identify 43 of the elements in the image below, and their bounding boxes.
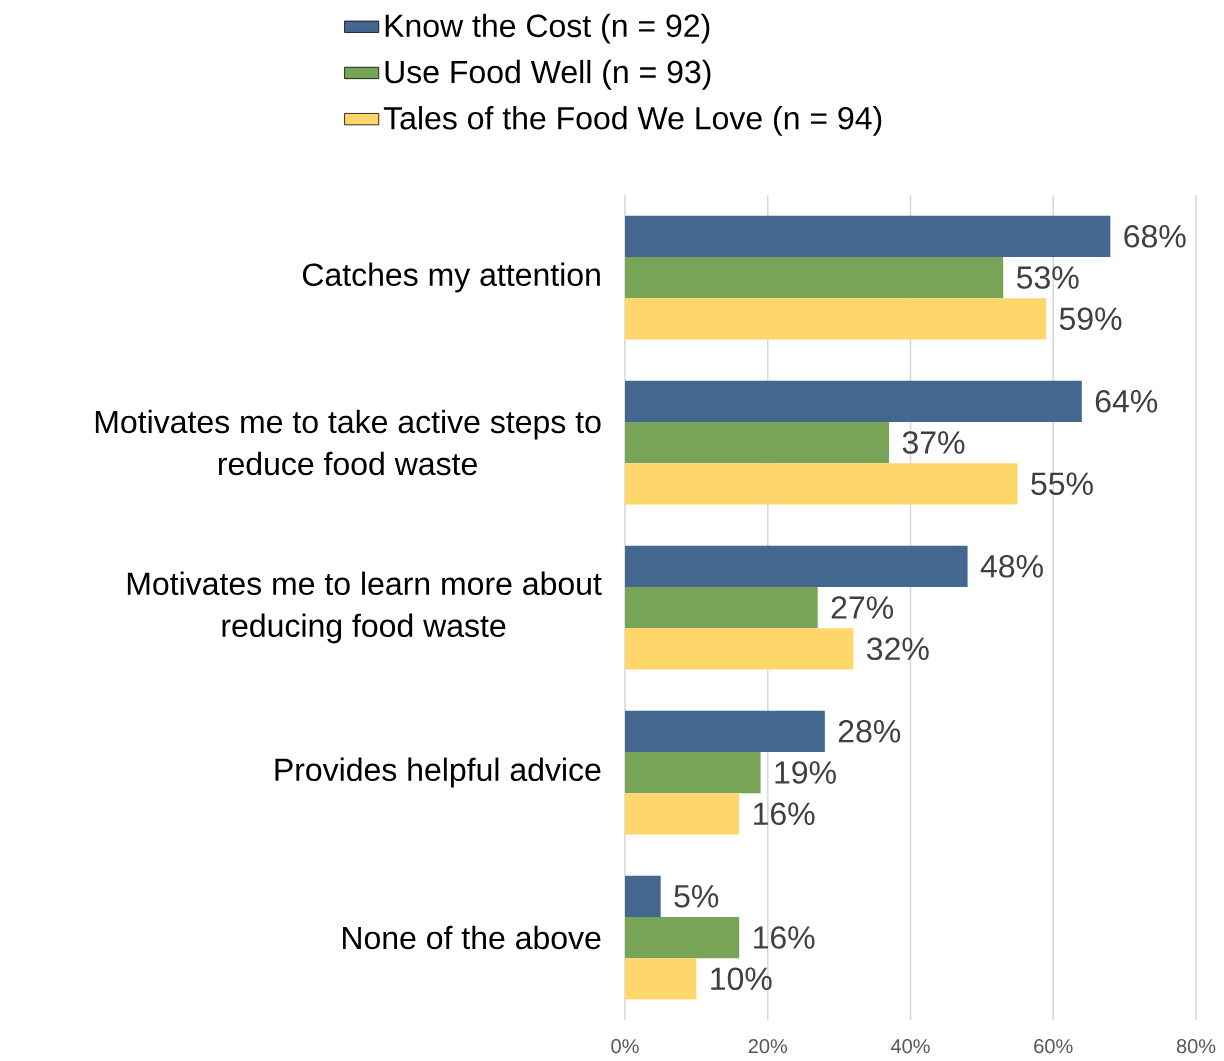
bar (625, 751, 761, 794)
bar (625, 215, 1111, 257)
bar (625, 256, 1004, 299)
bar (625, 793, 740, 835)
bar (625, 421, 890, 464)
bar (625, 380, 1082, 422)
y-tick-label: Provides helpful advice (275, 757, 601, 788)
bar (625, 916, 740, 959)
data-label: 68% (1124, 224, 1186, 248)
data-label: 16% (754, 926, 815, 949)
y-tick-label: Catches my attention (302, 262, 600, 293)
data-label: 19% (775, 761, 836, 784)
y-tick-label: None of the above (343, 925, 601, 950)
data-label: 10% (711, 967, 772, 991)
bar (625, 586, 818, 629)
data-label: 55% (1031, 472, 1093, 496)
y-tick-label: Motivates me to take active steps to reduce food waste (95, 409, 601, 476)
x-tick-label: 40% (890, 1039, 930, 1054)
legend-label: Know the Cost (n = 92) (385, 13, 710, 44)
data-label: 16% (754, 802, 815, 826)
bar (625, 710, 825, 752)
legend-label: Tales of the Food We Love (n = 94) (383, 106, 882, 136)
data-label: 5% (674, 885, 719, 908)
bar (625, 463, 1018, 505)
bar (625, 545, 968, 587)
data-label: 32% (867, 637, 929, 661)
legend-label: Use Food Well (n = 93) (385, 59, 711, 90)
x-tick-label: 60% (1034, 1039, 1073, 1054)
data-label: 64% (1095, 389, 1158, 413)
data-label: 48% (980, 554, 1043, 578)
bar (625, 628, 854, 670)
x-tick-label: 0% (611, 1039, 639, 1054)
data-label: 53% (1016, 266, 1079, 289)
bar (625, 298, 1047, 340)
data-label: 28% (838, 719, 901, 743)
bar (625, 958, 697, 1000)
x-tick-label: 20% (748, 1039, 788, 1054)
data-label: 59% (1059, 307, 1122, 331)
x-tick-label: 80% (1176, 1039, 1216, 1054)
data-label: 27% (831, 596, 894, 619)
data-label: 37% (902, 431, 965, 454)
y-tick-label: Motivates me to learn more about reducing food waste (127, 571, 602, 644)
bar (625, 875, 661, 917)
